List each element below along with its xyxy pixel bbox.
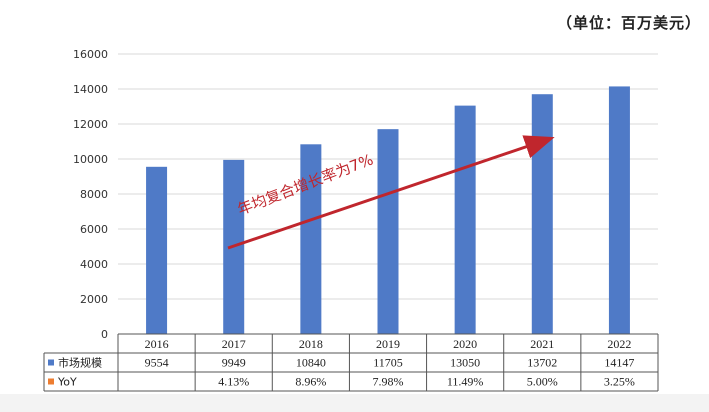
data-label: 11705	[373, 356, 403, 370]
x-tick-label: 2016	[145, 337, 169, 351]
bar-2022	[608, 86, 630, 335]
x-tick-label: 2018	[299, 337, 323, 351]
data-label: 3.25%	[604, 375, 635, 389]
data-label: 8.96%	[295, 375, 326, 389]
bar-2018	[300, 144, 322, 334]
data-label: 10840	[296, 356, 326, 370]
y-tick-label: 6000	[80, 223, 108, 236]
legend-key-0	[48, 359, 54, 366]
y-tick-label: 2000	[80, 293, 108, 306]
bottom-band	[0, 394, 709, 412]
legend-key-1	[48, 378, 54, 385]
x-tick-label: 2019	[376, 337, 400, 351]
unit-note: （单位：百万美元）	[556, 14, 701, 32]
trend-arrow	[227, 135, 555, 250]
data-label: 13050	[450, 356, 480, 370]
bar-2016	[146, 166, 168, 334]
x-tick-label: 2020	[453, 337, 477, 351]
y-tick-label: 10000	[73, 153, 108, 166]
data-label: 9554	[145, 356, 169, 370]
y-tick-label: 14000	[73, 83, 108, 96]
bar-2021	[531, 94, 553, 334]
legend-label: YoY	[57, 376, 77, 389]
y-tick-label: 16000	[73, 48, 108, 61]
x-tick-label: 2022	[607, 337, 631, 351]
data-label: 13702	[527, 356, 557, 370]
data-label: 9949	[222, 356, 246, 370]
y-tick-label: 0	[101, 328, 108, 341]
x-tick-label: 2017	[222, 337, 246, 351]
data-label: 4.13%	[218, 375, 249, 389]
data-label: 7.98%	[373, 375, 404, 389]
y-tick-label: 4000	[80, 258, 108, 271]
bar-2020	[454, 105, 476, 334]
y-tick-label: 8000	[80, 188, 108, 201]
legend-label: 市场规模	[58, 356, 102, 370]
data-label: 11.49%	[447, 375, 484, 389]
data-label: 5.00%	[527, 375, 558, 389]
data-label: 14147	[604, 356, 634, 370]
y-tick-label: 12000	[73, 118, 108, 131]
bar-2019	[377, 129, 399, 334]
x-tick-label: 2021	[530, 337, 554, 351]
